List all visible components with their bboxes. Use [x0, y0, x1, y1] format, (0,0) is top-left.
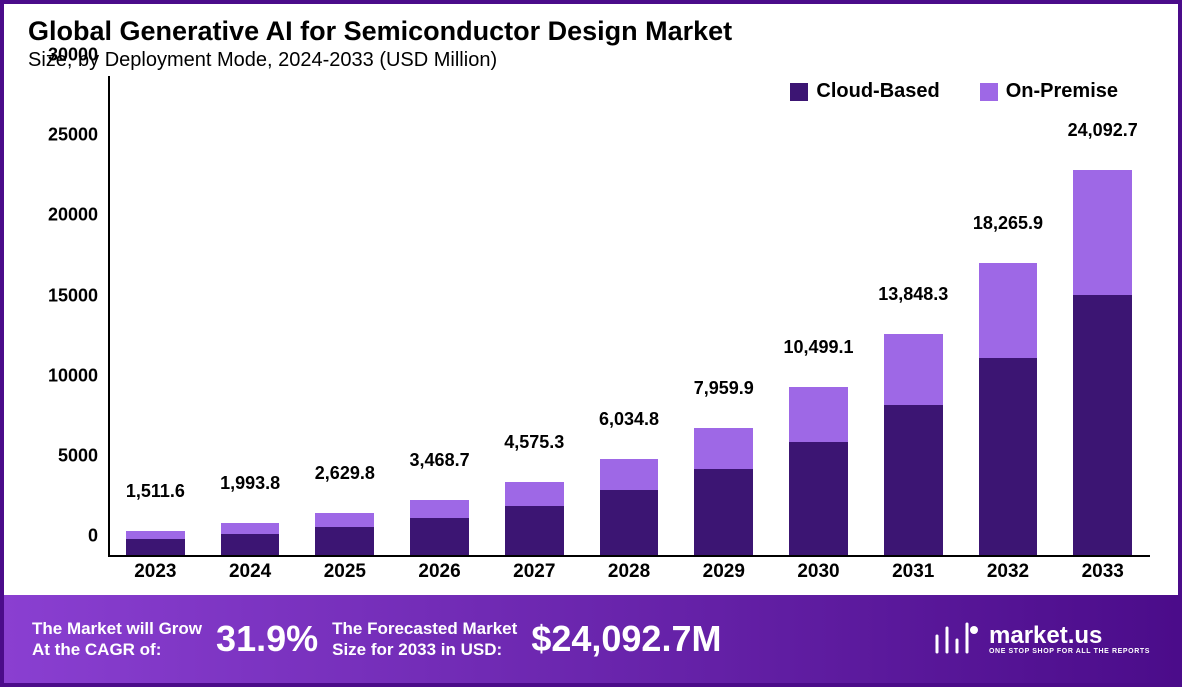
bar-stack: [410, 500, 469, 555]
y-axis: 050001000015000200002500030000: [18, 76, 104, 557]
bar-stack: [1073, 170, 1132, 555]
chart-frame: Global Generative AI for Semiconductor D…: [0, 0, 1182, 687]
brand-logo-icon: [935, 622, 979, 656]
bar-stack: [126, 531, 185, 555]
bar-segment-cloud: [979, 358, 1038, 555]
bar-stack: [884, 334, 943, 555]
bar-segment-cloud: [884, 405, 943, 555]
plot-area: 1,511.6 1,993.8 2,629.8 3,468.7 4,575.3 6,034…: [108, 76, 1150, 557]
x-axis-labels: 2023202420252026202720282029203020312032…: [108, 561, 1150, 591]
bar-total-label: 2,629.8: [315, 463, 375, 488]
y-tick-label: 0: [18, 526, 98, 547]
bar-segment-cloud: [221, 534, 280, 555]
bar-segment-onprem: [221, 523, 280, 533]
bar-slot: 13,848.3: [866, 76, 961, 555]
x-tick-label: 2029: [676, 561, 771, 591]
bar-slot: 10,499.1: [771, 76, 866, 555]
y-tick-label: 30000: [18, 45, 98, 66]
x-tick-label: 2025: [297, 561, 392, 591]
bar-segment-cloud: [126, 539, 185, 555]
bar-slot: 1,511.6: [108, 76, 203, 555]
bar-total-label: 3,468.7: [410, 450, 470, 475]
y-tick-label: 25000: [18, 125, 98, 146]
bar-segment-onprem: [505, 482, 564, 506]
bar-segment-onprem: [600, 459, 659, 490]
bar-slot: 4,575.3: [487, 76, 582, 555]
brand: market.us ONE STOP SHOP FOR ALL THE REPO…: [935, 622, 1150, 656]
brand-text: market.us ONE STOP SHOP FOR ALL THE REPO…: [989, 624, 1150, 655]
bar-segment-onprem: [884, 334, 943, 406]
x-tick-label: 2027: [487, 561, 582, 591]
bar-slot: 2,629.8: [297, 76, 392, 555]
forecast-value: $24,092.7M: [531, 618, 721, 660]
bar-total-label: 10,499.1: [783, 337, 853, 362]
bar-slot: 24,092.7: [1055, 76, 1150, 555]
brand-tagline: ONE STOP SHOP FOR ALL THE REPORTS: [989, 648, 1150, 655]
x-tick-label: 2030: [771, 561, 866, 591]
cagr-label: The Market will GrowAt the CAGR of:: [32, 618, 202, 661]
bar-slot: 6,034.8: [582, 76, 677, 555]
y-tick-label: 15000: [18, 285, 98, 306]
bar-segment-cloud: [600, 490, 659, 555]
bar-stack: [315, 513, 374, 555]
x-tick-label: 2023: [108, 561, 203, 591]
bar-segment-cloud: [694, 469, 753, 555]
bar-segment-onprem: [1073, 170, 1132, 295]
x-tick-label: 2028: [582, 561, 677, 591]
x-tick-label: 2024: [203, 561, 298, 591]
bar-stack: [789, 387, 848, 555]
x-tick-label: 2031: [866, 561, 961, 591]
y-tick-label: 10000: [18, 365, 98, 386]
bars-container: 1,511.6 1,993.8 2,629.8 3,468.7 4,575.3 6,034…: [108, 76, 1150, 555]
bar-total-label: 13,848.3: [878, 284, 948, 309]
bar-segment-onprem: [979, 263, 1038, 357]
bar-segment-cloud: [1073, 295, 1132, 555]
bar-segment-cloud: [789, 442, 848, 555]
bar-total-label: 1,993.8: [220, 473, 280, 498]
bar-slot: 3,468.7: [392, 76, 487, 555]
bar-segment-onprem: [315, 513, 374, 527]
x-tick-label: 2026: [392, 561, 487, 591]
bar-total-label: 6,034.8: [599, 409, 659, 434]
bar-slot: 18,265.9: [961, 76, 1056, 555]
chart-area: Cloud-Based On-Premise 05000100001500020…: [4, 76, 1178, 595]
bar-segment-onprem: [789, 387, 848, 441]
chart-header: Global Generative AI for Semiconductor D…: [4, 4, 1178, 76]
bar-slot: 7,959.9: [676, 76, 771, 555]
x-tick-label: 2032: [961, 561, 1056, 591]
chart-subtitle: Size, by Deployment Mode, 2024-2033 (USD…: [28, 49, 1154, 72]
y-tick-label: 20000: [18, 205, 98, 226]
x-tick-label: 2033: [1055, 561, 1150, 591]
brand-name: market.us: [989, 624, 1150, 648]
footer-banner: The Market will GrowAt the CAGR of: 31.9…: [4, 595, 1178, 683]
bar-segment-onprem: [694, 428, 753, 469]
bar-segment-cloud: [410, 518, 469, 555]
x-axis-line: [108, 555, 1150, 557]
forecast-label: The Forecasted MarketSize for 2033 in US…: [332, 618, 517, 661]
y-tick-label: 5000: [18, 445, 98, 466]
bar-slot: 1,993.8: [203, 76, 298, 555]
cagr-block: The Market will GrowAt the CAGR of: 31.9…: [32, 618, 318, 661]
chart-title: Global Generative AI for Semiconductor D…: [28, 16, 1154, 47]
bar-stack: [694, 428, 753, 555]
bar-segment-onprem: [410, 500, 469, 518]
bar-stack: [221, 523, 280, 555]
forecast-block: The Forecasted MarketSize for 2033 in US…: [332, 618, 721, 661]
bar-total-label: 24,092.7: [1068, 120, 1138, 145]
bar-segment-cloud: [315, 527, 374, 555]
bar-total-label: 4,575.3: [504, 432, 564, 457]
bar-total-label: 18,265.9: [973, 213, 1043, 238]
bar-stack: [600, 459, 659, 555]
bar-stack: [505, 482, 564, 555]
bar-total-label: 7,959.9: [694, 378, 754, 403]
bar-stack: [979, 263, 1038, 555]
bar-segment-cloud: [505, 506, 564, 555]
cagr-value: 31.9%: [216, 618, 318, 660]
bar-segment-onprem: [126, 531, 185, 539]
bar-total-label: 1,511.6: [126, 481, 185, 506]
